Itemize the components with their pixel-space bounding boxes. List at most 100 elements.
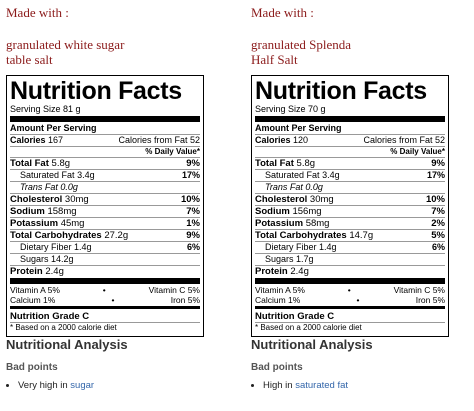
- sodium-value: 158mg: [47, 206, 77, 217]
- made-with-section: Made with : granulated Splenda Half Salt: [251, 5, 451, 67]
- bad-point-text: Very high in: [18, 380, 71, 391]
- protein-value: 2.4g: [45, 266, 64, 277]
- calories-row: Calories 120 Calories from Fat 52: [255, 134, 445, 146]
- sugars-row: Sugars 14.2g: [10, 253, 200, 265]
- sodium-dv: 7%: [431, 206, 445, 217]
- cholesterol-row: Cholesterol 30mg 10%: [10, 193, 200, 205]
- sat-fat-value: 3.4g: [322, 170, 340, 180]
- protein-value: 2.4g: [290, 266, 309, 277]
- cholesterol-row: Cholesterol 30mg 10%: [255, 193, 445, 205]
- fiber-dv: 6%: [186, 242, 200, 252]
- sugar-link[interactable]: sugar: [70, 380, 95, 391]
- ingredient-2: Half Salt: [251, 52, 298, 67]
- trans-fat: Trans Fat 0.0g: [265, 182, 323, 192]
- protein-label: Protein: [255, 266, 288, 277]
- amount-per-serving-row: Amount Per Serving: [255, 123, 445, 134]
- total-fat-value: 5.8g: [51, 158, 71, 169]
- ingredient-1: granulated white sugar: [6, 37, 125, 52]
- fiber-dv: 6%: [431, 242, 445, 252]
- nutrition-facts-panel: Nutrition Facts Serving Size 70 g Amount…: [251, 75, 449, 337]
- potassium-dv: 1%: [186, 218, 200, 229]
- bad-points-list: High in saturated fat: [251, 379, 471, 393]
- daily-value-header: % Daily Value*: [255, 146, 445, 157]
- saturated-fat-row: Saturated Fat 3.4g 17%: [255, 169, 445, 181]
- footnote: * Based on a 2000 calorie diet: [255, 322, 445, 333]
- calories-from-fat: Calories from Fat 52: [363, 135, 445, 145]
- separator-dot: •: [102, 285, 106, 295]
- vitamins-row-1: Vitamin A 5% • Vitamin C 5%: [255, 285, 445, 295]
- cholesterol-value: 30mg: [309, 194, 334, 205]
- calories-value: 167: [48, 135, 64, 145]
- serving-size: Serving Size 81 g: [10, 104, 81, 114]
- sat-fat-label: Saturated Fat: [20, 170, 75, 180]
- dietary-fiber-row: Dietary Fiber 1.4g 6%: [255, 241, 445, 253]
- trans-fat-row: Trans Fat 0.0g: [10, 181, 200, 193]
- sugars-row: Sugars 1.7g: [255, 253, 445, 265]
- iron: Iron 5%: [415, 295, 445, 305]
- dietary-fiber-row: Dietary Fiber 1.4g 6%: [10, 241, 200, 253]
- nutrition-facts-panel: Nutrition Facts Serving Size 81 g Amount…: [6, 75, 204, 337]
- left-recipe-column: Made with : granulated white sugar table…: [6, 0, 206, 391]
- amount-per-serving-row: Amount Per Serving: [10, 123, 200, 134]
- amount-per-serving: Amount Per Serving: [255, 123, 342, 133]
- thick-divider: [10, 116, 200, 122]
- sodium-row: Sodium 158mg 7%: [10, 205, 200, 217]
- potassium-label: Potassium: [255, 218, 304, 229]
- potassium-label: Potassium: [10, 218, 59, 229]
- protein-row: Protein 2.4g: [10, 265, 200, 277]
- sat-fat-value: 3.4g: [77, 170, 95, 180]
- analysis-heading: Nutritional Analysis: [251, 337, 373, 352]
- vitamin-c: Vitamin C 5%: [148, 285, 200, 295]
- sugars: Sugars 14.2g: [20, 254, 74, 264]
- protein-row: Protein 2.4g: [255, 265, 445, 277]
- calories-from-fat: Calories from Fat 52: [118, 135, 200, 145]
- trans-fat-row: Trans Fat 0.0g: [255, 181, 445, 193]
- cholesterol-label: Cholesterol: [255, 194, 308, 205]
- calcium: Calcium 1%: [10, 295, 56, 305]
- carbohydrates-row: Total Carbohydrates 14.7g 5%: [255, 229, 445, 241]
- made-with-title: Made with :: [251, 5, 314, 20]
- saturated-fat-link[interactable]: saturated fat: [295, 380, 349, 391]
- calories-label: Calories: [255, 135, 291, 145]
- sodium-value: 156mg: [292, 206, 322, 217]
- vitamin-a: Vitamin A 5%: [255, 285, 305, 295]
- carbs-dv: 5%: [431, 230, 445, 241]
- footnote: * Based on a 2000 calorie diet: [10, 322, 200, 333]
- nutrition-grade: Nutrition Grade C: [255, 311, 335, 322]
- sat-fat-dv: 17%: [181, 170, 200, 180]
- vitamin-c: Vitamin C 5%: [393, 285, 445, 295]
- calcium: Calcium 1%: [255, 295, 301, 305]
- right-recipe-column: Made with : granulated Splenda Half Salt…: [251, 0, 451, 391]
- vitamins-row-1: Vitamin A 5% • Vitamin C 5%: [10, 285, 200, 295]
- thick-divider: [255, 278, 445, 284]
- total-fat-row: Total Fat 5.8g 9%: [10, 157, 200, 169]
- ingredient-1: granulated Splenda: [251, 37, 351, 52]
- carbs-dv: 9%: [186, 230, 200, 241]
- medium-divider: [10, 306, 200, 309]
- total-fat-row: Total Fat 5.8g 9%: [255, 157, 445, 169]
- trans-fat: Trans Fat 0.0g: [20, 182, 78, 192]
- calories-label: Calories: [10, 135, 46, 145]
- fiber-label: Dietary Fiber: [265, 242, 317, 252]
- carbohydrates-row: Total Carbohydrates 27.2g 9%: [10, 229, 200, 241]
- daily-value-header: % Daily Value*: [10, 146, 200, 157]
- potassium-value: 45mg: [60, 218, 85, 229]
- total-fat-label: Total Fat: [10, 158, 49, 169]
- fiber-label: Dietary Fiber: [20, 242, 72, 252]
- nutritional-analysis: Nutritional Analysis Bad points High in …: [251, 337, 471, 393]
- vitamins-row-2: Calcium 1% • Iron 5%: [10, 295, 200, 305]
- separator-dot: •: [111, 295, 115, 305]
- sodium-label: Sodium: [255, 206, 290, 217]
- cholesterol-value: 30mg: [64, 194, 89, 205]
- calories-row: Calories 167 Calories from Fat 52: [10, 134, 200, 146]
- bad-points-list: Very high in sugar: [6, 379, 226, 393]
- bad-point-text: High in: [263, 380, 296, 391]
- sugars: Sugars 1.7g: [265, 254, 314, 264]
- amount-per-serving: Amount Per Serving: [10, 123, 97, 133]
- fiber-value: 1.4g: [74, 242, 92, 252]
- list-item: High in saturated fat: [263, 379, 471, 393]
- iron: Iron 5%: [170, 295, 200, 305]
- fiber-value: 1.4g: [319, 242, 337, 252]
- nutrition-facts-title: Nutrition Facts: [10, 77, 182, 105]
- separator-dot: •: [356, 295, 360, 305]
